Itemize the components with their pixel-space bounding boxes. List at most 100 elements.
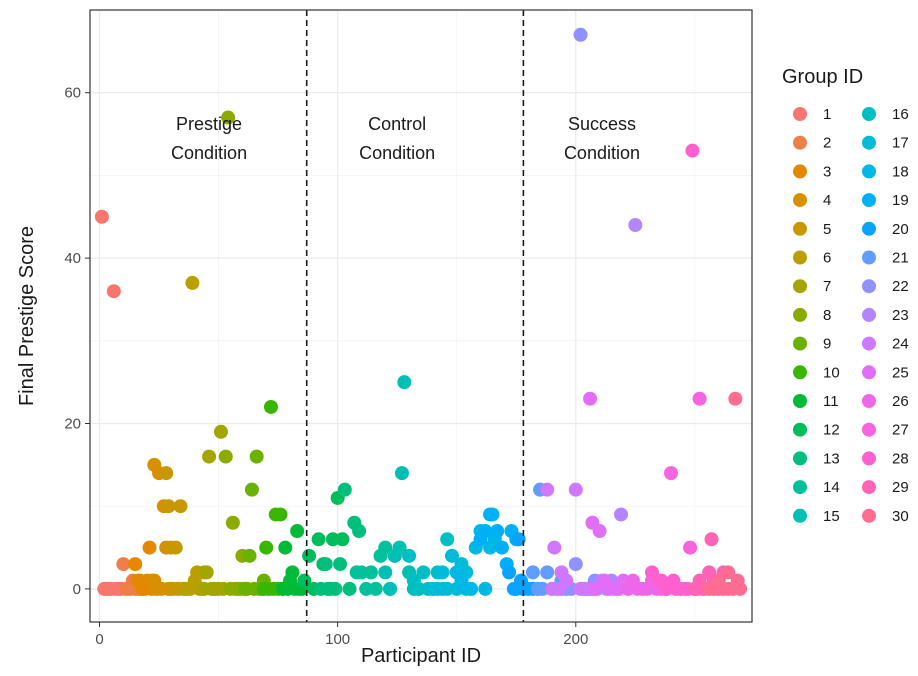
x-tick-label: 100 — [325, 631, 350, 648]
legend-label: 6 — [823, 250, 831, 267]
data-point-group-16 — [440, 532, 455, 547]
data-point-group-6 — [185, 275, 200, 290]
legend-label: 5 — [823, 221, 831, 238]
data-point-group-5 — [159, 466, 174, 481]
condition-label: Control Condition — [359, 114, 435, 163]
legend-key-group-4 — [793, 193, 807, 208]
legend-label: 1 — [823, 106, 831, 123]
data-point-group-30 — [733, 581, 748, 596]
data-point-group-9 — [249, 449, 264, 464]
legend-label: 29 — [892, 479, 909, 496]
legend-key-group-5 — [793, 221, 807, 236]
condition-label-line: Prestige — [176, 114, 242, 134]
data-point-group-25 — [583, 391, 598, 406]
legend-label: 2 — [823, 135, 831, 152]
data-point-group-19 — [485, 507, 500, 522]
legend-key-group-27 — [862, 422, 876, 437]
plot-border — [89, 9, 753, 623]
legend-key-group-29 — [862, 480, 876, 495]
legend-key-group-23 — [862, 307, 876, 322]
data-point-group-27 — [664, 466, 679, 481]
legend-key-group-7 — [793, 279, 807, 294]
legend-key-group-15 — [793, 508, 807, 523]
y-tick-label: 40 — [64, 250, 81, 267]
data-point-group-24 — [540, 482, 555, 497]
data-point-group-13 — [318, 557, 333, 572]
legend-key-group-3 — [793, 164, 807, 179]
data-point-group-12 — [311, 532, 326, 547]
data-point-group-15 — [394, 466, 409, 481]
legend-label: 4 — [823, 192, 831, 209]
y-tick-label: 0 — [73, 581, 81, 598]
legend-key-group-22 — [862, 279, 876, 294]
legend-key-group-8 — [793, 307, 807, 322]
data-point-group-29 — [704, 532, 719, 547]
data-point-group-7 — [202, 449, 217, 464]
condition-label-line: Condition — [564, 143, 640, 163]
legend-label: 11 — [823, 393, 839, 410]
legend-key-group-14 — [793, 480, 807, 495]
data-point-group-30 — [721, 565, 736, 580]
condition-label-line: Success — [568, 114, 636, 134]
data-point-group-10 — [259, 540, 274, 555]
legend-key-group-26 — [862, 394, 876, 408]
data-point-group-19 — [490, 524, 505, 539]
condition-label-line: Control — [368, 114, 426, 134]
legend-key-group-16 — [862, 107, 876, 121]
condition-label-line: Condition — [171, 143, 247, 163]
legend-label: 25 — [892, 364, 909, 381]
legend-key-group-12 — [793, 422, 807, 437]
data-point-group-18 — [464, 581, 479, 596]
legend-label: 15 — [823, 508, 840, 525]
x-tick-label: 200 — [563, 631, 588, 648]
legend-key-group-10 — [793, 365, 807, 380]
data-point-group-16 — [402, 548, 417, 563]
condition-label: Prestige Condition — [171, 114, 247, 163]
data-point-group-3 — [128, 557, 143, 572]
data-point-group-22 — [568, 557, 583, 572]
data-point-group-25 — [592, 524, 607, 539]
legend-key-group-30 — [862, 508, 876, 523]
legend-label: 23 — [892, 307, 909, 324]
legend-label: 7 — [823, 278, 831, 295]
data-point-group-15 — [383, 581, 398, 596]
data-point-group-8 — [218, 449, 233, 464]
legend-label: 17 — [892, 135, 909, 152]
data-point-group-9 — [244, 482, 259, 497]
legend-label: 12 — [823, 422, 840, 439]
legend-label: 27 — [892, 422, 909, 439]
legend-label: 10 — [823, 364, 840, 381]
data-point-group-5 — [161, 499, 176, 514]
data-point-group-12 — [302, 548, 317, 563]
legend-label: 26 — [892, 393, 909, 410]
data-point-group-24 — [568, 482, 583, 497]
data-point-group-13 — [337, 482, 352, 497]
legend-label: 21 — [892, 250, 909, 267]
data-point-group-24 — [559, 573, 574, 588]
legend-label: 22 — [892, 278, 909, 295]
data-point-group-10 — [273, 507, 288, 522]
data-point-group-9 — [242, 548, 257, 563]
data-point-group-27 — [683, 540, 698, 555]
y-tick-label: 60 — [64, 85, 81, 102]
data-point-group-16 — [416, 565, 431, 580]
data-point-group-20 — [502, 565, 517, 580]
data-point-group-13 — [342, 581, 357, 596]
legend-label: 28 — [892, 450, 909, 467]
data-point-group-12 — [335, 532, 350, 547]
data-point-group-14 — [378, 540, 393, 555]
data-point-group-5 — [168, 540, 183, 555]
legend-key-group-11 — [793, 394, 807, 408]
data-point-group-14 — [368, 581, 383, 596]
data-point-group-8 — [221, 110, 236, 125]
legend-key-group-28 — [862, 451, 876, 466]
legend-key-group-13 — [793, 451, 807, 466]
data-point-group-11 — [285, 565, 300, 580]
data-point-group-12 — [297, 573, 312, 588]
data-point-group-27 — [692, 391, 707, 406]
data-point-group-5 — [173, 499, 188, 514]
data-point-group-23 — [628, 218, 643, 233]
legend-key-group-9 — [793, 336, 807, 351]
